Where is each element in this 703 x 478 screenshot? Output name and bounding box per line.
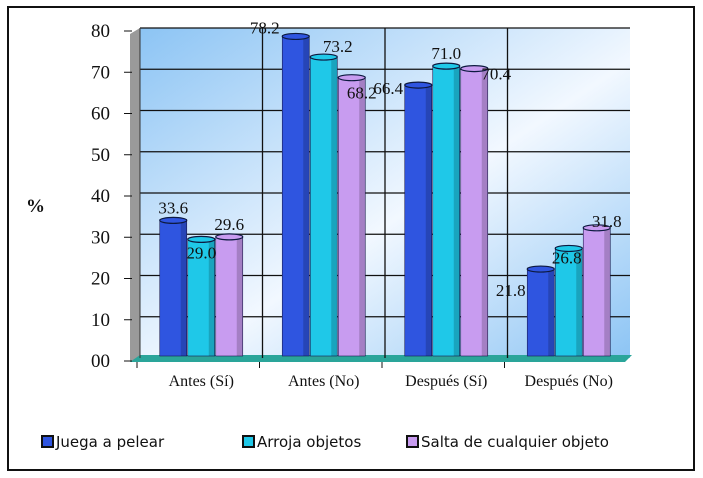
bar-shade: [236, 235, 243, 356]
floor: [130, 355, 632, 362]
data-label: 68.2: [347, 84, 377, 103]
bar-top: [215, 233, 244, 241]
bar-top: [337, 74, 366, 82]
y-tick-label: 30: [91, 227, 110, 248]
x-tick-label: Después (No): [525, 373, 613, 390]
data-label: 71.0: [431, 44, 461, 63]
bar-top: [404, 81, 433, 89]
bar-top: [309, 53, 338, 61]
bar: [404, 83, 433, 357]
bar-shade: [208, 238, 215, 356]
legend-swatch: [41, 435, 54, 448]
legend-swatch: [242, 435, 255, 448]
y-tick-label: 70: [91, 62, 110, 83]
y-tick-label: 80: [91, 21, 110, 42]
bar-shade: [576, 247, 583, 356]
bar-shade: [303, 35, 310, 357]
bar-shade: [481, 67, 488, 356]
data-label: 73.2: [323, 37, 353, 56]
bar: [554, 247, 583, 357]
data-label: 66.4: [373, 79, 403, 98]
data-label: 31.8: [592, 212, 622, 231]
legend-label: Juega a pelear: [55, 433, 165, 451]
bar: [432, 64, 461, 357]
bar: [460, 67, 489, 357]
bar-top: [187, 235, 216, 243]
bar: [215, 235, 244, 357]
y-tick-label: 00: [91, 351, 110, 372]
data-label: 70.4: [481, 65, 511, 84]
data-label: 33.6: [158, 198, 188, 217]
x-tick-label: Antes (No): [288, 373, 360, 390]
bar-shade: [548, 268, 555, 356]
y-tick-label: 50: [91, 145, 110, 166]
bar-top: [460, 64, 489, 73]
y-tick-label: 10: [91, 310, 110, 331]
bar-shade: [180, 219, 187, 356]
bar: [526, 267, 555, 357]
y-tick-label: 60: [91, 104, 110, 125]
bar-shade: [453, 65, 460, 356]
data-label: 26.8: [552, 248, 582, 267]
x-tick-label: Antes (Sí): [169, 373, 234, 390]
bar: [187, 238, 216, 357]
bar-top: [281, 32, 310, 41]
bar-top: [526, 265, 555, 273]
data-label: 29.6: [214, 215, 244, 234]
bar: [309, 55, 338, 357]
bar: [582, 226, 611, 357]
bar-top: [432, 62, 461, 70]
legend-swatch: [406, 435, 419, 448]
bar-shade: [331, 56, 338, 357]
data-label: 21.8: [496, 281, 526, 300]
bar-shade: [359, 76, 366, 357]
data-label: 29.0: [186, 243, 216, 262]
bar-shade: [425, 84, 432, 356]
y-axis-label: %: [26, 196, 45, 217]
bar-top: [554, 244, 583, 253]
bar: [281, 35, 310, 357]
legend-label: Salta de cualquier objeto: [421, 433, 609, 451]
data-label: 78.2: [250, 18, 280, 37]
y-tick-label: 20: [91, 269, 110, 290]
y-tick-label: 40: [91, 186, 110, 207]
x-tick-label: Después (Sí): [405, 373, 487, 390]
legend-label: Arroja objetos: [257, 433, 361, 451]
side-wall: [130, 28, 140, 362]
bar-top: [159, 216, 188, 224]
bar-shade: [604, 226, 611, 356]
bar-top: [582, 224, 611, 232]
